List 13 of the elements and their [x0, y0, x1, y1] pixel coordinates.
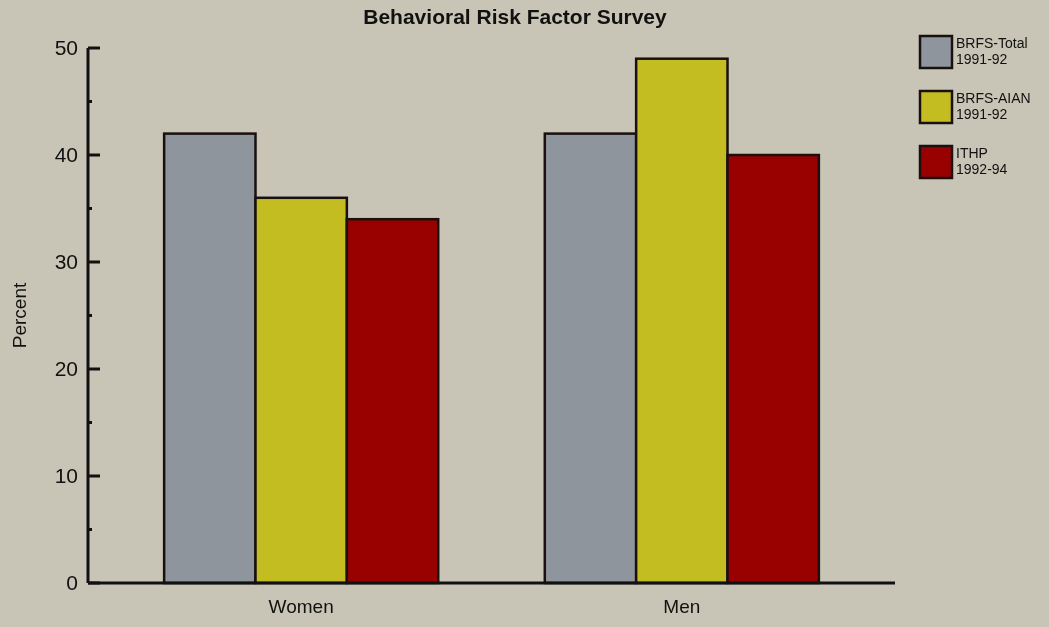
y-tick-label: 10: [54, 464, 78, 488]
legend-label: BRFS-Total 1991-92: [956, 35, 1028, 67]
x-tick-label: Men: [663, 596, 701, 617]
y-tick-label: 0: [66, 571, 78, 595]
y-tick-label: 50: [54, 36, 78, 60]
y-axis-title: Percent: [9, 282, 30, 349]
legend-label: ITHP 1992-94: [956, 145, 1008, 177]
legend-label: BRFS-AIAN 1991-92: [956, 90, 1031, 122]
chart-title: Behavioral Risk Factor Survey: [363, 5, 668, 28]
y-tick-label: 40: [54, 143, 78, 167]
y-tick-label: 30: [54, 250, 78, 274]
y-tick-label: 20: [54, 357, 78, 381]
x-tick-label: Women: [268, 596, 334, 617]
